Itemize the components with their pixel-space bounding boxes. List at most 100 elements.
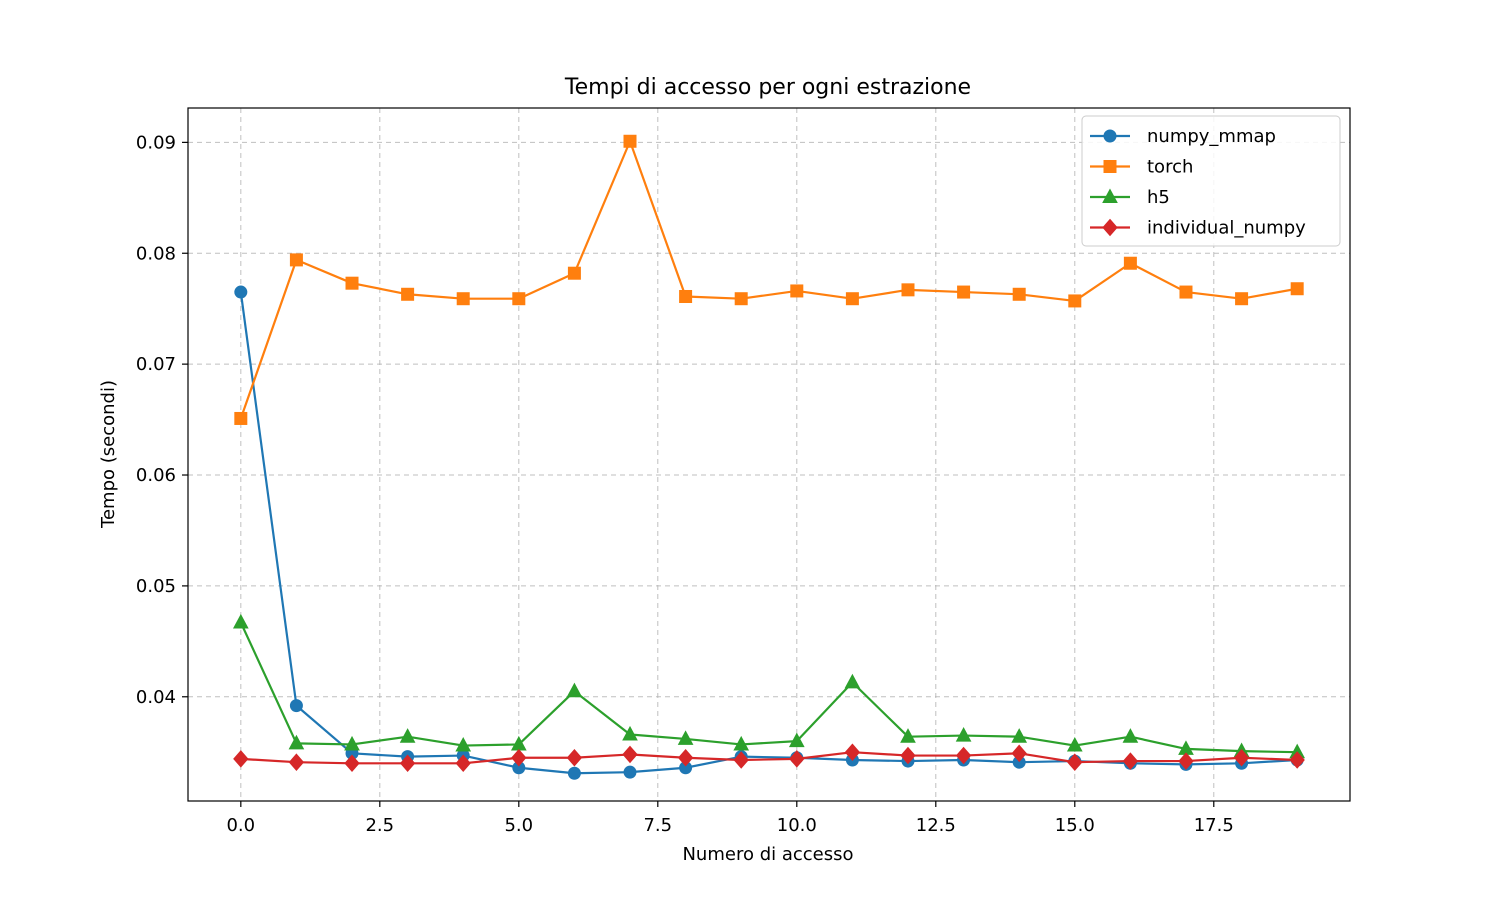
series-layer (232, 134, 1306, 780)
data-point-torch (1179, 285, 1193, 299)
data-point-individual_numpy (844, 743, 861, 761)
data-point-individual_numpy (288, 753, 305, 771)
data-point-torch (1012, 287, 1026, 301)
y-ticks: 0.04 0.05 0.06 0.07 0.08 0.09 (136, 132, 188, 708)
data-point-individual_numpy (1122, 752, 1139, 770)
data-point-numpy_mmap (234, 285, 248, 299)
legend-entry-torch: torch (1090, 157, 1193, 178)
x-tick-label: 0.0 (226, 815, 255, 836)
data-point-individual_numpy (733, 751, 749, 769)
y-tick-label: 0.06 (136, 465, 176, 486)
data-point-torch (845, 292, 859, 306)
data-point-individual_numpy (455, 754, 471, 773)
x-tick-label: 10.0 (777, 815, 817, 836)
data-point-h5 (1122, 728, 1139, 743)
data-point-torch (901, 283, 915, 297)
data-point-individual_numpy (677, 748, 694, 767)
data-point-individual_numpy (1289, 751, 1305, 769)
data-point-individual_numpy (1178, 752, 1194, 770)
data-point-h5 (232, 613, 249, 629)
data-point-h5 (733, 735, 750, 751)
legend-label: torch (1147, 157, 1193, 178)
data-point-numpy_mmap (567, 766, 581, 780)
data-point-h5 (288, 734, 305, 750)
data-point-h5 (900, 728, 916, 743)
data-point-torch (1123, 256, 1137, 270)
data-point-h5 (622, 725, 638, 741)
series-line-numpy_mmap (239, 291, 1298, 775)
legend-marker (1102, 188, 1118, 203)
data-point-numpy_mmap (623, 765, 637, 779)
x-tick-label: 17.5 (1194, 815, 1234, 836)
data-point-individual_numpy (1067, 753, 1083, 771)
data-point-individual_numpy (233, 750, 249, 768)
data-point-torch (345, 276, 359, 290)
data-point-h5 (1066, 737, 1083, 752)
legend-marker (1103, 129, 1117, 143)
legend-entry-h5: h5 (1090, 187, 1170, 208)
data-point-individual_numpy (955, 746, 972, 765)
y-tick-label: 0.09 (136, 132, 176, 153)
data-point-torch (234, 411, 248, 425)
data-point-torch (289, 253, 303, 267)
data-point-torch (401, 287, 415, 301)
legend-marker (1103, 160, 1117, 173)
data-point-torch (1235, 292, 1249, 306)
x-tick-label: 15.0 (1055, 815, 1095, 836)
grid-layer (188, 108, 1350, 801)
data-point-torch (790, 284, 804, 298)
x-tick-label: 2.5 (365, 815, 394, 836)
x-tick-label: 12.5 (916, 815, 956, 836)
data-point-individual_numpy (1233, 748, 1250, 767)
series-individual_numpy (233, 743, 1305, 773)
data-point-torch (567, 266, 581, 280)
data-point-torch (679, 289, 693, 303)
y-tick-label: 0.04 (136, 687, 176, 708)
data-point-torch (1068, 294, 1082, 308)
legend-box (1081, 115, 1341, 247)
legend-label: h5 (1147, 187, 1170, 208)
data-point-torch (512, 292, 526, 306)
series-torch (234, 134, 1304, 425)
data-point-individual_numpy (1011, 744, 1027, 763)
x-axis-label: Numero di accesso (682, 844, 853, 865)
data-point-torch (957, 285, 971, 299)
y-tick-label: 0.05 (136, 576, 176, 597)
y-axis-label: Tempo (secondi) (98, 380, 119, 529)
data-point-h5 (677, 730, 694, 745)
x-tick-label: 7.5 (643, 815, 672, 836)
data-point-torch (1290, 282, 1304, 296)
data-point-individual_numpy (399, 754, 416, 773)
data-point-individual_numpy (622, 745, 638, 764)
data-point-h5 (566, 682, 583, 698)
data-point-individual_numpy (511, 748, 527, 767)
legend-entry-numpy_mmap: numpy_mmap (1090, 126, 1276, 147)
data-point-h5 (788, 732, 805, 748)
data-point-torch (734, 292, 748, 306)
y-tick-label: 0.08 (136, 243, 176, 264)
legend-marker (1102, 218, 1118, 237)
series-h5 (232, 613, 1306, 759)
x-tick-label: 5.0 (504, 815, 533, 836)
data-point-individual_numpy (344, 754, 360, 773)
data-point-numpy_mmap (289, 699, 303, 713)
chart-title: Tempi di accesso per ogni estrazione (564, 75, 971, 100)
series-line-individual_numpy (240, 751, 1298, 765)
legend-label: individual_numpy (1147, 218, 1306, 239)
data-point-individual_numpy (566, 748, 583, 767)
legend-entry-individual_numpy: individual_numpy (1090, 218, 1306, 239)
data-point-individual_numpy (900, 746, 916, 765)
data-point-h5 (455, 737, 472, 752)
plot-frame (187, 107, 1351, 802)
data-point-individual_numpy (789, 750, 805, 768)
data-point-h5 (344, 735, 360, 751)
series-line-h5 (239, 622, 1298, 754)
data-point-torch (456, 292, 470, 306)
legend-label: numpy_mmap (1147, 126, 1276, 147)
data-point-torch (623, 134, 637, 148)
data-point-h5 (955, 727, 972, 742)
x-ticks: 0.0 2.5 5.0 7.5 10.0 12.5 15.0 17.5 (226, 801, 1234, 836)
data-point-h5 (399, 728, 416, 743)
